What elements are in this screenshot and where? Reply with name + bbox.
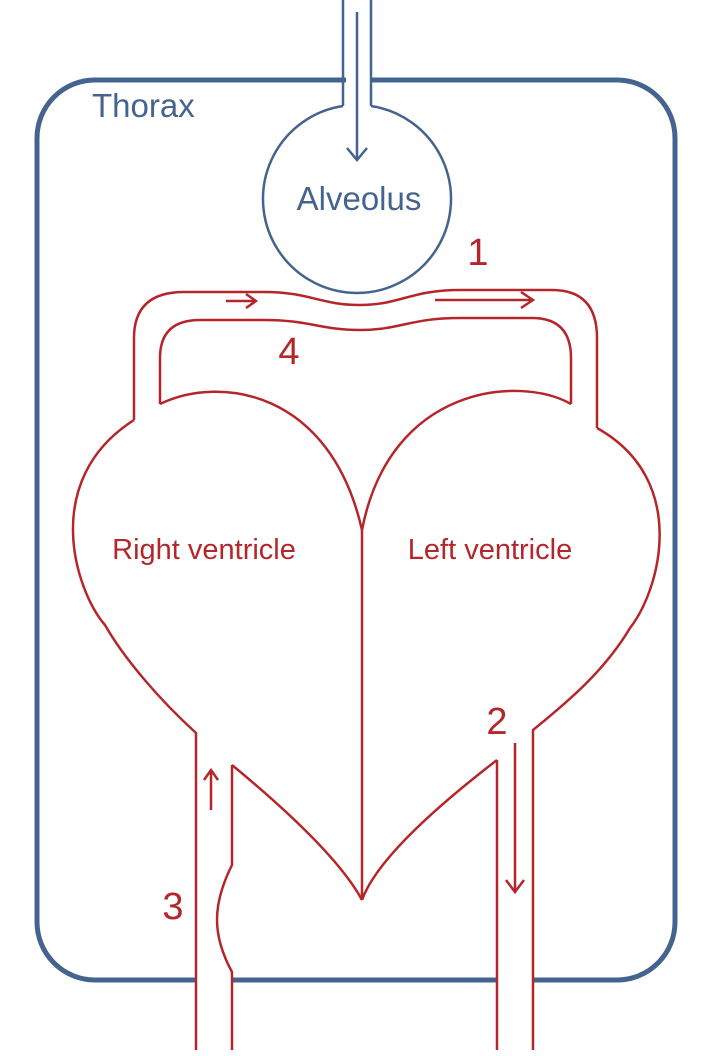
arrow-down-icon — [505, 743, 525, 895]
alveolus — [261, 104, 453, 295]
pulmonary-vessel — [132, 288, 599, 428]
arrow-right-icon — [226, 292, 259, 310]
arrow-right-icon — [435, 290, 536, 310]
vessel-constriction — [215, 765, 234, 1050]
airway-tube — [341, 0, 373, 106]
thorax-label: Thorax — [92, 87, 195, 124]
label-3: 3 — [162, 886, 183, 928]
alveolus-label: Alveolus — [297, 180, 422, 217]
right-ventricle-label: Right ventricle — [112, 534, 296, 566]
left-ventricle-label: Left ventricle — [408, 534, 572, 566]
left-ventricle-wall — [531, 426, 661, 1050]
label-2: 2 — [486, 701, 507, 743]
arrow-up-icon — [202, 767, 220, 810]
label-1: 1 — [467, 232, 488, 274]
label-4: 4 — [278, 331, 299, 373]
thorax-boundary — [34, 77, 678, 983]
right-ventricle-wall — [71, 418, 198, 1050]
heart — [71, 389, 661, 1050]
arrow-down-icon — [346, 12, 368, 162]
